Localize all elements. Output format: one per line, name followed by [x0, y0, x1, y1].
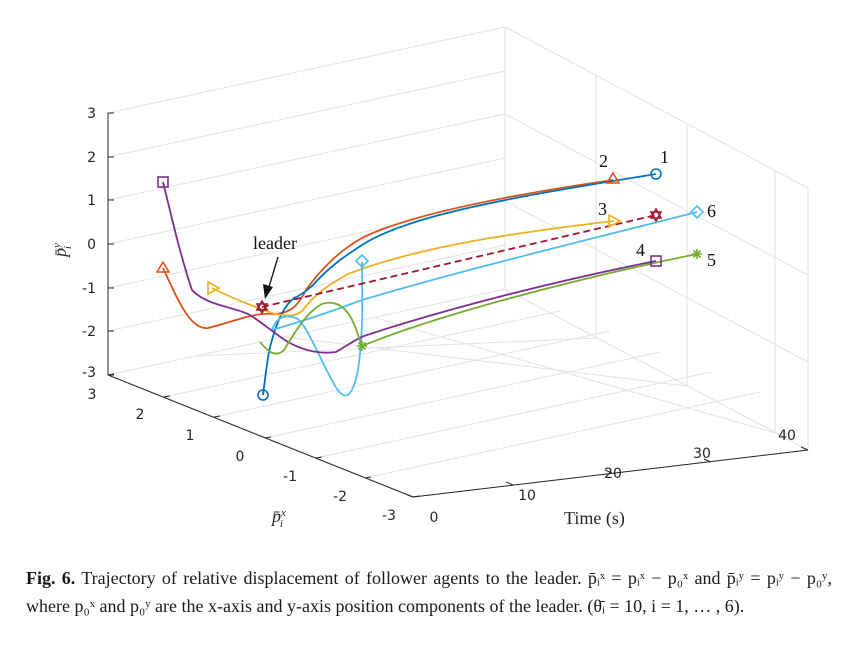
agent-2-end-marker	[605, 171, 621, 184]
leader-label: leader	[253, 233, 297, 253]
trajectories	[162, 173, 698, 397]
x-ticks	[107, 373, 420, 498]
leader-start-marker	[255, 299, 269, 315]
y-axis-title: p̄yi	[50, 243, 74, 259]
x-tick-label: 0	[236, 449, 245, 465]
time-axis-title: Time (s)	[564, 508, 625, 529]
agent-label-5: 5	[707, 250, 716, 270]
y-tick-label: 0	[87, 237, 96, 253]
grid-side-wall	[504, 26, 809, 451]
time-axis-line	[412, 449, 809, 498]
trajectory-3d-plot: 3 2 1 0 -1 -2 -3 3 2 1 0 -1 -2 -3 0 10 2…	[50, 26, 809, 530]
time-tick-label: 0	[430, 510, 439, 526]
agent-4-end-marker	[650, 255, 662, 267]
agent-5-start-marker	[357, 341, 367, 351]
trajectory-leader	[261, 214, 657, 308]
agent-label-3: 3	[598, 199, 607, 219]
x-tick-labels: 3 2 1 0 -1 -2 -3	[88, 387, 396, 524]
x-tick-label: -3	[382, 508, 396, 524]
figure-caption: Fig. 6. Trajectory of relative displacem…	[26, 565, 832, 620]
y-tick-label: -2	[82, 324, 96, 340]
x-axis-title: p̄x i	[270, 506, 286, 530]
y-tick-labels: 3 2 1 0 -1 -2 -3	[82, 106, 96, 381]
figure-number: Fig. 6.	[26, 568, 76, 588]
trajectory-agent-6	[270, 211, 698, 397]
x-tick-label: -1	[283, 469, 297, 485]
trajectory-agent-5	[259, 253, 698, 355]
time-tick-label: 30	[693, 446, 711, 462]
agent-label-4: 4	[636, 240, 645, 260]
agent-3-start-marker	[207, 280, 221, 296]
agent-6-start-marker	[354, 253, 370, 269]
x-axis-line	[107, 374, 414, 498]
agent-1-start-marker	[257, 389, 269, 401]
trajectory-agent-1	[262, 173, 657, 396]
y-tick-label: -1	[82, 281, 96, 297]
y-tick-label: -3	[82, 365, 96, 381]
time-tick-label: 40	[778, 428, 796, 444]
x-tick-label: 1	[186, 428, 195, 444]
svg-text:p̄yi: p̄yi	[50, 243, 74, 259]
agent-4-start-marker	[157, 176, 169, 188]
agent-labels: 1 2 3 4 5 6	[598, 147, 716, 270]
x-tick-label: 2	[136, 407, 145, 423]
caption-text: Trajectory of relative displacement of f…	[26, 568, 832, 616]
y-tick-label: 2	[87, 150, 96, 166]
y-tick-label: 1	[87, 193, 96, 209]
agent-5-end-marker	[692, 249, 702, 259]
y-ticks	[108, 112, 114, 376]
trajectory-agent-2	[162, 179, 614, 329]
leader-arrow	[263, 256, 279, 299]
markers	[155, 168, 705, 401]
leader-end-marker	[649, 207, 663, 223]
time-tick-labels: 0 10 20 30 40	[430, 428, 796, 526]
grid-floor	[107, 310, 809, 498]
agent-label-6: 6	[707, 201, 716, 221]
agent-6-end-marker	[689, 204, 705, 220]
x-tick-label: 3	[88, 387, 97, 403]
agent-label-2: 2	[599, 151, 608, 171]
time-tick-label: 20	[604, 466, 622, 482]
trajectory-agent-4	[162, 181, 657, 354]
trajectory-agent-3	[211, 220, 615, 317]
time-tick-label: 10	[518, 488, 536, 504]
axes	[107, 112, 809, 498]
y-tick-label: 3	[87, 106, 96, 122]
agent-1-end-marker	[650, 168, 662, 180]
agent-2-start-marker	[155, 260, 171, 273]
agent-label-1: 1	[660, 147, 669, 167]
agent-3-end-marker	[608, 213, 622, 229]
time-ticks	[405, 446, 809, 498]
x-tick-label: -2	[333, 489, 347, 505]
